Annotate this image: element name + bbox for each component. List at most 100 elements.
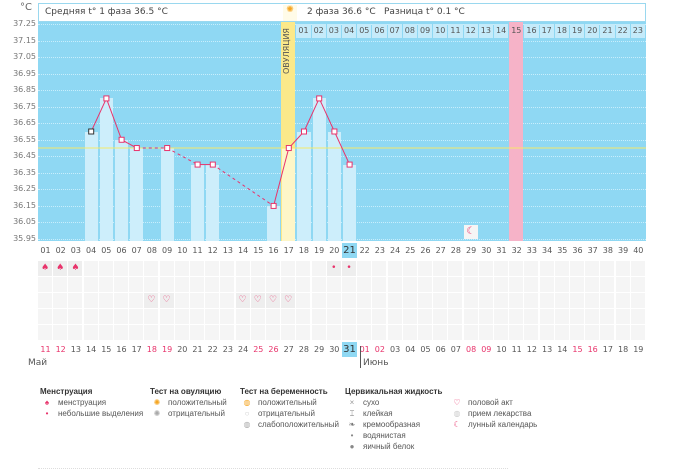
temperature-point[interactable] — [301, 128, 307, 135]
mark-cell[interactable] — [250, 325, 265, 340]
mark-cell[interactable] — [357, 293, 372, 308]
menstruation-icon[interactable]: ♠ — [53, 261, 68, 276]
heart-icon[interactable]: ♡ — [266, 293, 280, 308]
mark-cell[interactable] — [600, 309, 615, 324]
mark-cell[interactable] — [372, 293, 387, 308]
mark-cell[interactable] — [281, 325, 296, 340]
calendar-date[interactable]: 26 — [268, 345, 279, 354]
mark-cell[interactable] — [615, 309, 630, 324]
cycle-day-label[interactable]: 31 — [496, 246, 507, 255]
mark-cell[interactable] — [220, 293, 235, 308]
cycle-day-label[interactable]: 15 — [253, 246, 264, 255]
cycle-day-label[interactable]: 21 — [342, 243, 357, 258]
mark-cell[interactable] — [38, 277, 52, 292]
mark-cell[interactable] — [235, 325, 250, 340]
calendar-date[interactable]: 02 — [374, 345, 385, 354]
mark-cell[interactable] — [129, 293, 144, 308]
mark-cell[interactable] — [448, 309, 463, 324]
mark-cell[interactable] — [357, 261, 372, 276]
cycle-day-label[interactable]: 02 — [55, 246, 66, 255]
mark-cell[interactable] — [83, 293, 98, 308]
calendar-date[interactable]: 13 — [70, 345, 81, 354]
mark-cell[interactable] — [174, 309, 189, 324]
mark-cell[interactable] — [250, 261, 265, 276]
mark-cell[interactable] — [342, 293, 356, 308]
mark-cell[interactable] — [402, 293, 417, 308]
mark-cell[interactable] — [296, 293, 311, 308]
cycle-day-label[interactable]: 35 — [557, 246, 568, 255]
cycle-day-label[interactable]: 32 — [511, 246, 522, 255]
mark-cell[interactable] — [494, 261, 508, 276]
mark-cell[interactable] — [387, 261, 402, 276]
calendar-date[interactable]: 07 — [450, 345, 461, 354]
mark-cell[interactable] — [220, 325, 235, 340]
mark-cell[interactable] — [205, 261, 220, 276]
mark-cell[interactable] — [296, 325, 311, 340]
mark-cell[interactable] — [448, 325, 463, 340]
mark-cell[interactable] — [174, 261, 189, 276]
mark-cell[interactable] — [585, 261, 600, 276]
cycle-day-label[interactable]: 39 — [618, 246, 629, 255]
mark-cell[interactable] — [463, 309, 478, 324]
cycle-day-label[interactable]: 13 — [222, 246, 233, 255]
cycle-day-label[interactable]: 05 — [101, 246, 112, 255]
mark-cell[interactable] — [311, 309, 326, 324]
mark-cell[interactable] — [387, 277, 402, 292]
calendar-date[interactable]: 13 — [542, 345, 553, 354]
cycle-day-label[interactable]: 38 — [602, 246, 613, 255]
mark-cell[interactable] — [266, 325, 280, 340]
calendar-date[interactable]: 10 — [496, 345, 507, 354]
mark-cell[interactable] — [418, 261, 432, 276]
calendar-date[interactable]: 11 — [40, 345, 51, 354]
cycle-day-label[interactable]: 04 — [86, 246, 97, 255]
mark-cell[interactable] — [220, 309, 235, 324]
cycle-day-label[interactable]: 28 — [450, 246, 461, 255]
mark-cell[interactable] — [615, 277, 630, 292]
cycle-day-label[interactable]: 23 — [374, 246, 385, 255]
mark-cell[interactable] — [357, 325, 372, 340]
mark-cell[interactable] — [38, 309, 52, 324]
calendar-date[interactable]: 22 — [207, 345, 218, 354]
temperature-point[interactable] — [346, 161, 353, 168]
calendar-date[interactable]: 19 — [633, 345, 644, 354]
cycle-day-label[interactable]: 34 — [542, 246, 553, 255]
cycle-day-label[interactable]: 19 — [314, 246, 325, 255]
mark-cell[interactable] — [357, 309, 372, 324]
mark-cell[interactable] — [585, 293, 600, 308]
cycle-day-label[interactable]: 01 — [40, 246, 51, 255]
calendar-date[interactable]: 08 — [466, 345, 477, 354]
calendar-date[interactable]: 24 — [238, 345, 249, 354]
heart-icon[interactable]: ♡ — [281, 293, 296, 308]
mark-cell[interactable] — [38, 293, 52, 308]
mark-cell[interactable] — [615, 293, 630, 308]
temperature-point[interactable] — [316, 95, 323, 102]
mark-cell[interactable] — [402, 309, 417, 324]
calendar-date[interactable]: 18 — [618, 345, 629, 354]
mark-cell[interactable] — [630, 261, 645, 276]
calendar-date[interactable]: 12 — [55, 345, 66, 354]
mark-cell[interactable] — [53, 325, 68, 340]
calendar-date[interactable]: 04 — [405, 345, 416, 354]
mark-cell[interactable] — [190, 261, 204, 276]
mark-cell[interactable] — [387, 293, 402, 308]
mark-cell[interactable] — [98, 293, 113, 308]
mark-cell[interactable] — [205, 325, 220, 340]
mark-cell[interactable] — [53, 309, 68, 324]
mark-cell[interactable] — [311, 325, 326, 340]
mark-cell[interactable] — [357, 277, 372, 292]
cycle-day-label[interactable]: 09 — [162, 246, 173, 255]
mark-cell[interactable] — [205, 277, 220, 292]
mark-cell[interactable] — [266, 277, 280, 292]
calendar-date[interactable]: 01 — [359, 345, 370, 354]
moon-icon[interactable]: ☾ — [463, 225, 478, 239]
calendar-date[interactable]: 16 — [587, 345, 598, 354]
mark-cell[interactable] — [402, 325, 417, 340]
cycle-day-label[interactable]: 37 — [587, 246, 598, 255]
calendar-date[interactable]: 19 — [162, 345, 173, 354]
mark-cell[interactable] — [342, 325, 356, 340]
calendar-date[interactable]: 31 — [342, 342, 357, 357]
mark-cell[interactable] — [144, 261, 159, 276]
menstruation-icon[interactable]: ♠ — [38, 261, 52, 276]
mark-cell[interactable] — [463, 277, 478, 292]
calendar-date[interactable]: 16 — [116, 345, 127, 354]
